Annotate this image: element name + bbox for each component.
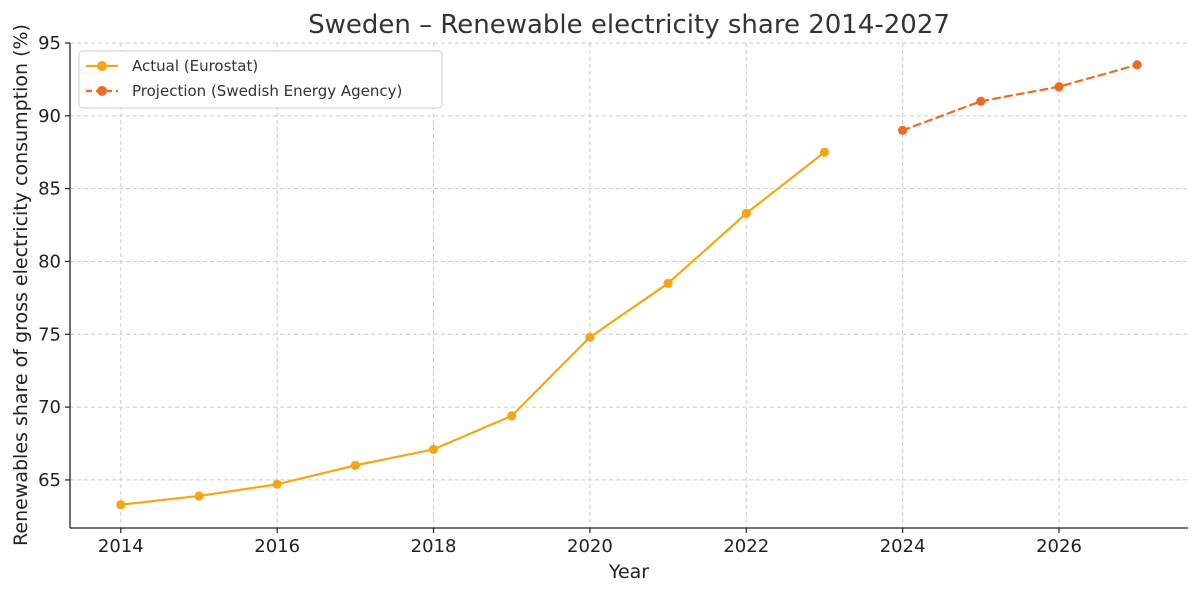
- x-tick-label: 2020: [567, 536, 613, 557]
- x-tick-label: 2024: [880, 536, 926, 557]
- x-tick-label: 2014: [98, 536, 144, 557]
- axes: [69, 43, 1188, 529]
- legend-actual-marker: [97, 61, 107, 71]
- series-line: [901, 63, 1139, 132]
- y-tick-label: 70: [38, 397, 61, 418]
- data-point: [507, 411, 517, 421]
- data-point: [819, 147, 830, 157]
- y-tick-label: 65: [38, 470, 61, 491]
- data-point: [585, 332, 595, 342]
- data-point: [116, 500, 126, 510]
- legend-projection-label: Projection (Swedish Energy Agency): [132, 82, 402, 100]
- legend-projection-marker: [97, 86, 107, 96]
- series-layer: [116, 60, 1142, 510]
- legend-actual-label: Actual (Eurostat): [132, 57, 258, 75]
- x-tick-label: 2022: [723, 536, 769, 557]
- data-point: [976, 96, 986, 106]
- x-axis-ticks: 2014 2016 2018 2020 2022 2024 2026: [98, 528, 1082, 557]
- y-tick-label: 85: [38, 179, 61, 200]
- series-line: [119, 151, 826, 506]
- data-point: [663, 278, 673, 288]
- y-axis-label: Renewables share of gross electricity co…: [10, 24, 32, 546]
- chart-title: Sweden – Renewable electricity share 201…: [308, 10, 950, 40]
- series-0: [116, 147, 830, 510]
- data-point: [898, 125, 908, 135]
- y-tick-label: 95: [38, 33, 61, 54]
- data-point: [272, 479, 282, 489]
- y-tick-label: 75: [38, 324, 61, 345]
- x-tick-label: 2018: [411, 536, 457, 557]
- data-point: [741, 208, 751, 219]
- x-axis-label: Year: [608, 561, 649, 583]
- series-1: [898, 60, 1142, 135]
- data-point: [350, 460, 360, 470]
- data-point: [1132, 60, 1142, 70]
- data-point: [1054, 82, 1064, 92]
- x-tick-label: 2026: [1036, 536, 1082, 557]
- y-axis-ticks: 65 70 75 80 85 90 95: [38, 33, 70, 491]
- y-tick-label: 90: [38, 106, 61, 127]
- legend: Actual (Eurostat) Projection (Swedish En…: [78, 50, 443, 109]
- grid: [70, 42, 1188, 528]
- legend-box: [78, 50, 443, 109]
- data-point: [428, 444, 439, 454]
- y-tick-label: 80: [38, 251, 61, 272]
- data-point: [194, 491, 204, 501]
- x-tick-label: 2016: [254, 536, 300, 557]
